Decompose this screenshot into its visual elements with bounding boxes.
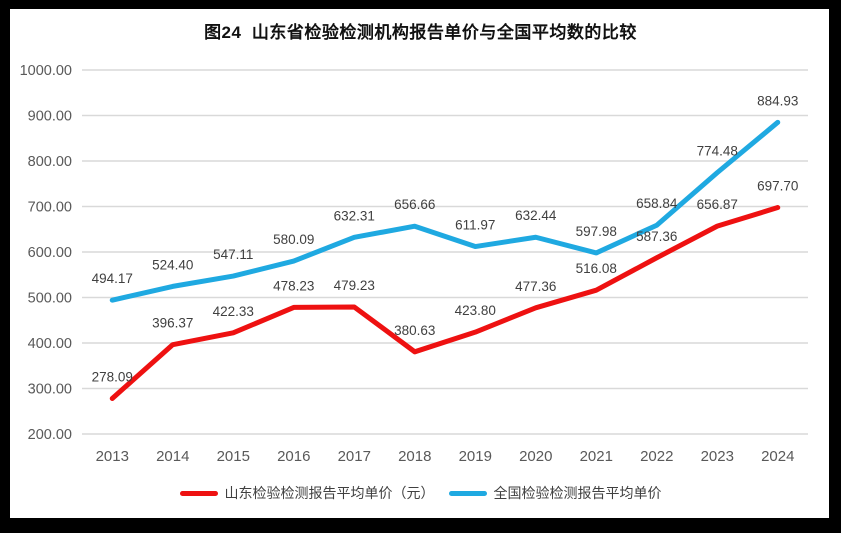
chart-background [10, 9, 829, 518]
series-line-1 [109, 119, 781, 303]
data-label: 524.40 [152, 257, 193, 272]
data-label: 580.09 [273, 232, 314, 247]
legend-label-shandong: 山东检验检测报告平均单价（元） [224, 485, 435, 501]
x-axis-tick-label: 2018 [398, 448, 431, 465]
data-label: 774.48 [697, 144, 738, 159]
legend-line-marker-red [179, 490, 218, 496]
x-axis-tick-label: 2019 [459, 448, 492, 465]
legend-line-marker-blue [448, 490, 487, 496]
data-label: 423.80 [455, 303, 496, 318]
data-label: 587.36 [636, 229, 677, 244]
y-axis-tick-label: 1000.00 [20, 63, 72, 79]
y-axis-tick-label: 800.00 [28, 154, 72, 170]
x-axis-tick-label: 2013 [96, 448, 129, 465]
legend-label-national: 全国检验检测报告平均单价 [493, 485, 662, 501]
data-label: 516.08 [576, 261, 617, 276]
chart-title: 图24 山东省检验检测机构报告单价与全国平均数的比较 [204, 23, 637, 42]
y-axis-tick-label: 200.00 [28, 427, 72, 443]
chart-legend: 山东检验检测报告平均单价（元） 全国检验检测报告平均单价 [10, 483, 831, 503]
x-axis-tick-label: 2023 [701, 448, 734, 465]
x-axis-tick-label: 2015 [217, 448, 250, 465]
x-axis-tick-label: 2021 [580, 448, 613, 465]
data-label: 658.84 [636, 196, 678, 211]
series-line-0 [109, 205, 781, 401]
y-axis-tick-label: 300.00 [28, 382, 72, 398]
data-label: 697.70 [757, 179, 798, 194]
y-axis-tick-label: 900.00 [28, 109, 72, 125]
y-axis-tick-label: 600.00 [28, 245, 72, 261]
data-label: 656.66 [394, 197, 435, 212]
x-axis-tick-label: 2017 [338, 448, 371, 465]
data-label: 632.31 [334, 208, 375, 223]
x-axis-tick-label: 2014 [156, 448, 189, 465]
legend-item-national: 全国检验检测报告平均单价 [448, 483, 662, 503]
x-axis-tick-label: 2020 [519, 448, 552, 465]
x-axis-tick-label: 2024 [761, 448, 794, 465]
data-label: 611.97 [455, 218, 495, 233]
x-axis-tick-label: 2016 [277, 448, 310, 465]
data-label: 597.98 [576, 224, 617, 239]
y-axis-tick-label: 400.00 [28, 336, 72, 352]
data-label: 478.23 [273, 278, 314, 293]
data-label: 278.09 [92, 369, 133, 384]
data-label: 656.87 [697, 197, 738, 212]
y-axis-tick-label: 500.00 [28, 291, 72, 307]
data-label: 884.93 [757, 93, 798, 108]
legend-item-shandong: 山东检验检测报告平均单价（元） [179, 483, 435, 503]
y-axis-tick-label: 700.00 [28, 200, 72, 216]
x-axis-tick-label: 2022 [640, 448, 673, 465]
data-label: 396.37 [152, 316, 193, 331]
data-label: 547.11 [213, 247, 253, 262]
data-label: 422.33 [213, 304, 254, 319]
data-label: 479.23 [334, 278, 375, 293]
data-label: 380.63 [394, 323, 435, 338]
data-label: 494.17 [92, 271, 133, 286]
data-label: 632.44 [515, 208, 557, 223]
data-label: 477.36 [515, 279, 556, 294]
